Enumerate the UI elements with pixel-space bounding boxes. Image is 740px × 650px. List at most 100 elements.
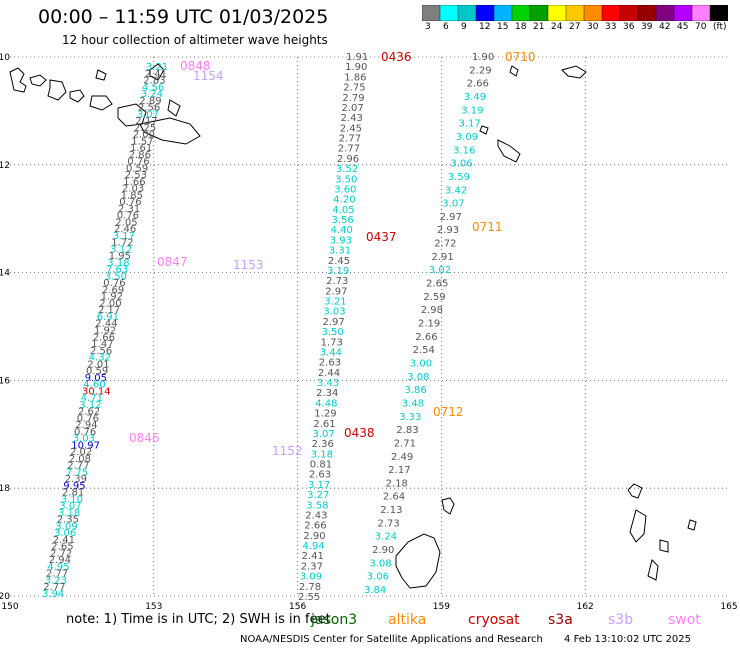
swh-value: 3.03 <box>73 434 95 445</box>
swh-value: 7.75 <box>66 467 88 478</box>
swh-value: 2.45 <box>340 123 362 134</box>
swh-value: 3.23 <box>45 576 67 587</box>
swh-value: 4.56 <box>142 82 164 93</box>
swh-value: 1.73 <box>321 337 343 348</box>
satellite-legend-swot: swot <box>668 612 701 628</box>
swh-value: 3.27 <box>307 490 329 501</box>
lat-tick-label: 18 <box>0 484 10 494</box>
swh-value: 3.00 <box>410 359 432 370</box>
swh-value: 3.86 <box>405 385 427 396</box>
lon-tick-label: 162 <box>577 602 594 612</box>
swh-value: 2.72 <box>434 239 456 250</box>
swh-value: 2.66 <box>304 521 326 532</box>
colorbar-tick-label: 24 <box>551 22 563 32</box>
swh-value: 4.71 <box>81 393 103 404</box>
swh-value: 3.09 <box>300 572 322 583</box>
track-0710: 1.90 2.29 2.66 3.49 3.19 3.17 3.09 3.16 3.06 3.59… <box>364 52 494 596</box>
swh-value: 2.17 <box>135 116 157 127</box>
track-0847: 3.212.412.834.563.242.892.563.072.172.25… <box>42 62 168 600</box>
swh-value: 3.06 <box>54 528 76 539</box>
swh-value: 2.97 <box>440 212 462 223</box>
note-line: note: 1) Time is in UTC; 2) SWH is in fe… <box>66 612 331 627</box>
satellite-legend-cryosat: cryosat <box>468 612 520 628</box>
swh-value: 2.79 <box>342 93 364 104</box>
lon-tick-label: 153 <box>145 602 162 612</box>
lon-tick-label: 156 <box>289 602 306 612</box>
swh-value: 3.50 <box>105 271 127 282</box>
swh-value: 2.56 <box>90 346 112 357</box>
colorbar-tick-label: 27 <box>569 22 581 32</box>
swh-value: 3.17 <box>113 231 135 242</box>
swh-value: 3.09 <box>55 521 77 532</box>
swh-value: 2.43 <box>341 113 363 124</box>
swh-value: 1.57 <box>131 136 153 147</box>
satellite-legend-altika: altika <box>388 612 427 628</box>
swh-value: 2.89 <box>139 96 161 107</box>
pass-time-label: 0436 <box>381 50 412 64</box>
swh-value: 3.08 <box>407 372 429 383</box>
coastline-outline <box>47 79 67 101</box>
swh-value: 2.97 <box>325 286 347 297</box>
swh-value: 2.44 <box>318 368 340 379</box>
swh-value: 2.25 <box>134 123 156 134</box>
swh-value: 2.90 <box>303 531 325 542</box>
swh-value: 2.81 <box>62 488 84 499</box>
track-0436: 1.911.901.862.752.792.072.432.452.772.77… <box>298 52 368 603</box>
swh-value: 3.21 <box>146 62 168 73</box>
colorbar-tick-label: 39 <box>641 22 653 32</box>
swh-value: 10.97 <box>71 440 100 451</box>
lat-tick-label: 16 <box>0 376 10 386</box>
swh-value: 3.18 <box>311 449 333 460</box>
swh-value: 0.76 <box>103 278 125 289</box>
coastline-outline <box>629 509 647 543</box>
swh-value: 4.05 <box>332 205 354 216</box>
swh-value: 2.90 <box>372 545 394 556</box>
swh-value: 3.12 <box>79 400 101 411</box>
pass-time-label: 0438 <box>344 426 375 440</box>
swh-value: 2.07 <box>342 103 364 114</box>
satellite-legend-s3b: s3b <box>608 612 634 628</box>
lat-tick-label: 20 <box>0 592 10 602</box>
swh-value: 3.48 <box>402 398 424 409</box>
swh-value: 2.96 <box>337 154 359 165</box>
colorbar-tick-label: 30 <box>587 22 599 32</box>
swh-value: 2.77 <box>46 569 68 580</box>
swh-value: 3.18 <box>107 258 129 269</box>
swh-value: 1.90 <box>472 52 494 63</box>
swh-value: 3.94 <box>42 589 64 600</box>
pass-time-label: 0712 <box>433 405 464 419</box>
swh-value: 1.29 <box>314 409 336 420</box>
coastline-outline <box>509 65 519 77</box>
pass-time-label: 0711 <box>472 220 503 234</box>
swh-value: 2.63 <box>319 358 341 369</box>
note-text: note: 1) Time is in UTC; 2) SWH is in fe… <box>66 612 331 627</box>
pass-time-label: 1153 <box>233 258 264 272</box>
colorbar-tick-label: 9 <box>461 22 467 32</box>
coastline-outline <box>441 497 455 515</box>
swh-value: 3.06 <box>450 159 472 170</box>
pass-time-label: 0437 <box>366 230 397 244</box>
swh-value: 2.08 <box>69 454 91 465</box>
swh-value: 0.59 <box>126 163 148 174</box>
swh-value: 2.13 <box>380 505 402 516</box>
swh-value: 2.31 <box>118 204 140 215</box>
swh-value: 2.44 <box>95 319 117 330</box>
swh-value: 4.95 <box>47 562 69 573</box>
swh-value: 2.75 <box>343 83 365 94</box>
swh-value: 2.62 <box>78 407 100 418</box>
swh-value: 3.08 <box>369 558 391 569</box>
swh-value: 0.76 <box>119 197 141 208</box>
swh-value: 3.43 <box>317 378 339 389</box>
swh-value: 9.05 <box>85 373 107 384</box>
swh-value: 2.65 <box>426 279 448 290</box>
lon-tick-label: 159 <box>433 602 450 612</box>
swh-value: 2.59 <box>423 292 445 303</box>
swh-value: 2.37 <box>301 561 323 572</box>
swh-value: 2.41 <box>145 69 167 80</box>
swh-value: 2.53 <box>125 170 147 181</box>
swh-value: 2.77 <box>339 134 361 145</box>
swh-value: 2.03 <box>122 184 144 195</box>
swh-value: 2.56 <box>138 103 160 114</box>
coastline-outline <box>497 139 521 163</box>
swh-value: 2.72 <box>50 549 72 560</box>
